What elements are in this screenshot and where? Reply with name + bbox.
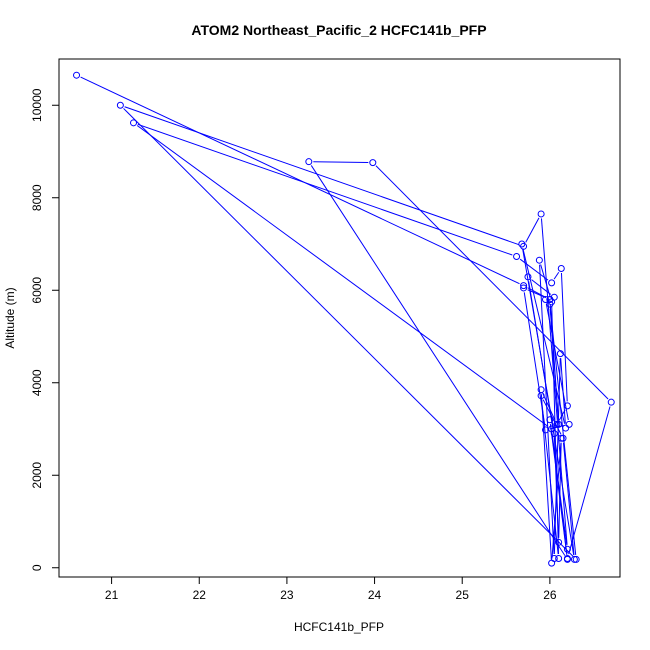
data-point bbox=[556, 350, 564, 358]
x-tick-label: 26 bbox=[543, 588, 557, 602]
data-point bbox=[550, 555, 558, 562]
series-line-segment bbox=[123, 108, 574, 557]
series-line-segment bbox=[528, 281, 575, 556]
x-axis: 21 22 23 24 25 26 bbox=[105, 576, 557, 602]
chart-title: ATOM2 Northeast_Pacific_2 HCFC141b_PFP bbox=[191, 22, 486, 38]
data-point bbox=[524, 273, 532, 281]
y-axis-label: Altitude (m) bbox=[3, 287, 17, 348]
data-point bbox=[535, 256, 543, 264]
x-tick-label: 21 bbox=[105, 588, 119, 602]
data-point bbox=[518, 240, 526, 248]
series-line-segment bbox=[539, 264, 555, 555]
data-point bbox=[563, 402, 571, 410]
data-point bbox=[520, 282, 528, 290]
series-line-segment bbox=[375, 165, 609, 400]
y-tick-label: 0 bbox=[30, 564, 44, 571]
data-point bbox=[305, 158, 313, 166]
series-line-segment bbox=[525, 217, 540, 243]
y-tick-label: 2000 bbox=[30, 462, 44, 489]
series-line-segment bbox=[527, 289, 546, 299]
data-point bbox=[548, 279, 556, 287]
y-tick-label: 8000 bbox=[30, 184, 44, 211]
data-point bbox=[607, 398, 615, 406]
series-line-segment bbox=[558, 442, 562, 538]
series-line-segment bbox=[541, 400, 559, 555]
data-point bbox=[565, 420, 573, 428]
data-point bbox=[537, 210, 545, 218]
data-point bbox=[553, 420, 561, 428]
data-point bbox=[541, 296, 549, 303]
series-line-segment bbox=[313, 161, 369, 164]
series-line-segment bbox=[522, 248, 566, 424]
series-line-segment bbox=[540, 264, 551, 298]
series-layer bbox=[73, 71, 615, 567]
data-point bbox=[369, 159, 377, 167]
y-axis: 0 2000 4000 6000 8000 10000 bbox=[30, 88, 60, 571]
series-line-segment bbox=[137, 123, 513, 256]
series-line-segment bbox=[80, 76, 520, 285]
y-tick-label: 4000 bbox=[30, 369, 44, 396]
data-point bbox=[520, 284, 528, 292]
data-point bbox=[541, 426, 549, 434]
data-point bbox=[130, 119, 138, 127]
data-point bbox=[537, 392, 545, 400]
data-point bbox=[116, 101, 124, 109]
plot-frame bbox=[58, 58, 621, 578]
series-line-segment bbox=[527, 287, 547, 298]
series-line-segment bbox=[124, 106, 520, 246]
x-axis-label: HCFC141b_PFP bbox=[294, 620, 384, 634]
y-tick-label: 10000 bbox=[30, 88, 44, 122]
x-tick-label: 23 bbox=[280, 588, 294, 602]
series-line-segment bbox=[542, 399, 562, 435]
data-point bbox=[557, 265, 565, 273]
data-point bbox=[546, 416, 554, 424]
series-line-segment bbox=[551, 306, 560, 555]
series-line-segment bbox=[545, 303, 569, 421]
data-point bbox=[513, 252, 521, 260]
series-line-segment bbox=[523, 292, 546, 426]
data-point bbox=[555, 555, 563, 562]
x-tick-label: 24 bbox=[368, 588, 382, 602]
data-point bbox=[550, 430, 558, 438]
data-point bbox=[563, 555, 571, 562]
series-line-segment bbox=[310, 165, 566, 556]
data-point bbox=[555, 538, 563, 546]
data-point bbox=[570, 555, 578, 563]
series-line-segment bbox=[549, 308, 559, 420]
series-line-segment bbox=[540, 394, 552, 559]
data-point bbox=[73, 71, 81, 79]
series-line-segment bbox=[136, 125, 549, 427]
y-tick-label: 6000 bbox=[30, 277, 44, 304]
data-point bbox=[546, 296, 554, 303]
series-line-segment bbox=[560, 272, 568, 402]
x-tick-label: 22 bbox=[193, 588, 207, 602]
series-line-segment bbox=[553, 271, 560, 280]
x-tick-label: 25 bbox=[456, 588, 470, 602]
series-line-segment bbox=[562, 442, 575, 555]
data-point bbox=[562, 424, 570, 432]
series-line-segment bbox=[531, 279, 552, 295]
data-point bbox=[563, 545, 571, 553]
data-point bbox=[559, 434, 567, 442]
series-line-segment bbox=[568, 406, 611, 555]
